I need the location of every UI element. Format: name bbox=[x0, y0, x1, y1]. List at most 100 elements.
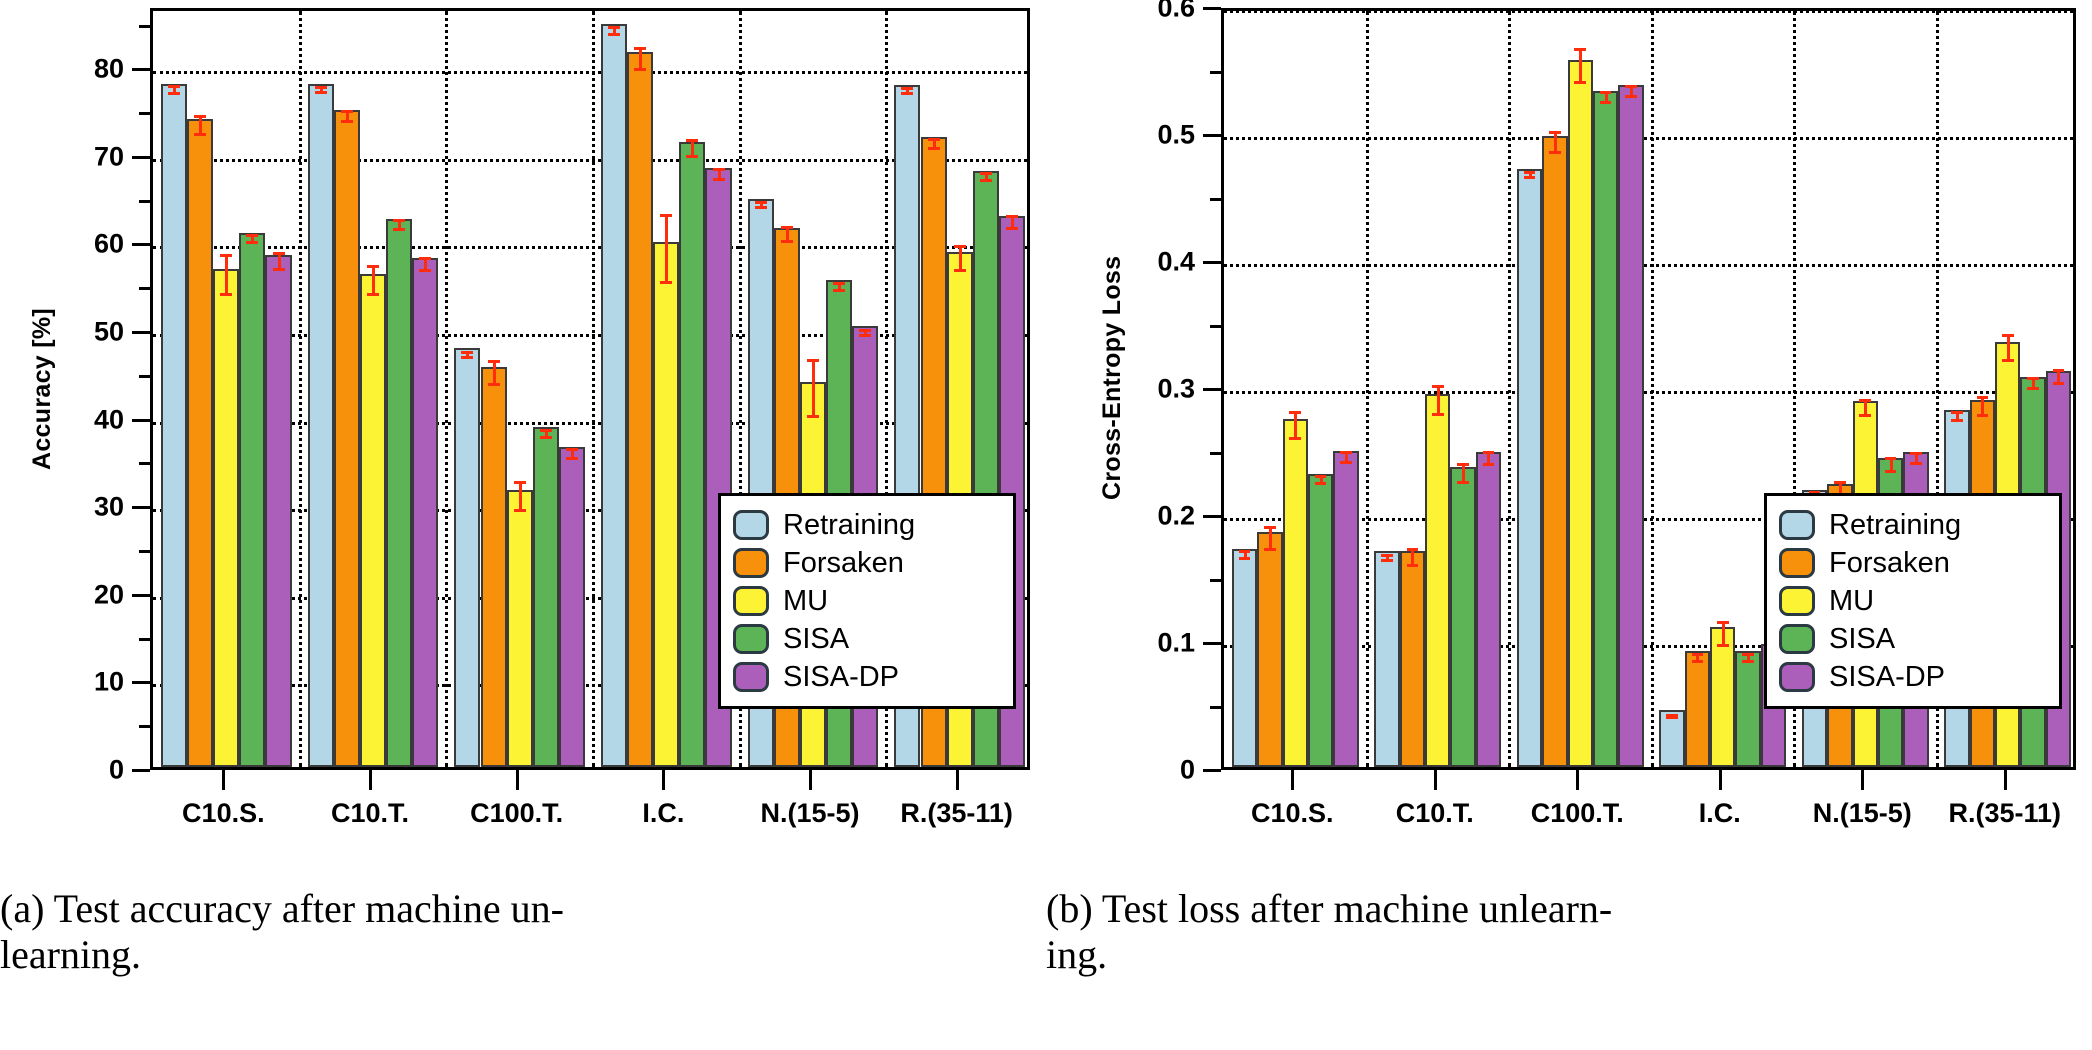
error-bar-cap-top bbox=[1666, 713, 1678, 717]
caption-a: (a) Test accuracy after machine un- lear… bbox=[0, 886, 1022, 979]
y-tick-label: 0.3 bbox=[1157, 373, 1195, 404]
error-bar-stem bbox=[1528, 172, 1532, 178]
y-tick-major bbox=[132, 243, 150, 247]
y-tick-label: 0.6 bbox=[1157, 0, 1195, 23]
error-bar-stem bbox=[1553, 131, 1557, 152]
error-bar-cap-top bbox=[927, 137, 940, 141]
error-bar-stem bbox=[1747, 653, 1751, 662]
error-bar-cap-top bbox=[2027, 377, 2039, 381]
error-bar-cap-top bbox=[1976, 396, 1989, 400]
error-bar-cap-bottom bbox=[1549, 150, 1561, 154]
error-bar-cap-bottom bbox=[1005, 227, 1018, 231]
error-bar-cap-bottom bbox=[927, 146, 940, 150]
y-tick-major bbox=[132, 418, 150, 422]
error-bar-cap-top bbox=[1834, 481, 1846, 485]
error-bar-cap-bottom bbox=[1457, 481, 1469, 485]
error-bar-cap-top bbox=[1742, 652, 1754, 656]
error-bar-cap-top bbox=[1340, 450, 1352, 454]
error-bar-cap-top bbox=[1457, 463, 1469, 467]
error-bar-cap-bottom bbox=[806, 414, 819, 418]
error-bar-cap-bottom bbox=[1574, 81, 1587, 85]
error-bar-stem bbox=[173, 86, 177, 94]
error-bar-cap-bottom bbox=[1482, 463, 1495, 467]
gridline-horizontal bbox=[153, 71, 1027, 75]
gridline-vertical bbox=[738, 11, 742, 767]
error-bar-cap-bottom bbox=[953, 269, 966, 273]
error-bar-cap-top bbox=[901, 87, 914, 91]
error-bar-cap-bottom bbox=[1406, 563, 1419, 567]
error-bar-cap-bottom bbox=[565, 456, 578, 460]
error-bar-stem bbox=[199, 116, 203, 134]
legend-label: SISA-DP bbox=[1829, 660, 1946, 693]
error-bar-cap-top bbox=[1264, 525, 1276, 529]
bar-sisa bbox=[239, 232, 266, 767]
error-bar-cap-bottom bbox=[754, 206, 767, 210]
error-bar-cap-top bbox=[194, 115, 207, 119]
error-bar-cap-bottom bbox=[1340, 460, 1352, 464]
error-bar-cap-bottom bbox=[513, 509, 526, 513]
bar-forsaken bbox=[480, 366, 507, 767]
bar-sisa-dp bbox=[558, 447, 585, 767]
gridline-horizontal bbox=[1224, 11, 2073, 13]
error-bar-stem bbox=[424, 257, 428, 271]
error-bar-cap-bottom bbox=[1716, 643, 1729, 647]
gridline-horizontal bbox=[1224, 264, 2073, 267]
bar-retraining bbox=[1374, 551, 1400, 767]
bar-forsaken bbox=[1399, 551, 1426, 767]
y-tick-minor bbox=[1210, 705, 1221, 709]
y-tick-label: 60 bbox=[93, 228, 124, 259]
y-tick-label: 0 bbox=[108, 754, 124, 785]
y-tick-major bbox=[1203, 515, 1221, 518]
y-tick-major bbox=[1203, 261, 1221, 264]
y-tick-label: 0.2 bbox=[1157, 500, 1195, 531]
y-tick-minor bbox=[1210, 197, 1221, 201]
error-bar-cap-top bbox=[272, 251, 285, 255]
bar-retraining bbox=[307, 83, 334, 767]
bar-sisa bbox=[1735, 651, 1761, 767]
legend-swatch-icon bbox=[1779, 548, 1815, 578]
y-tick-minor bbox=[139, 374, 150, 378]
legend-item: SISA bbox=[733, 620, 997, 658]
error-bar-stem bbox=[1914, 452, 1918, 464]
error-bar-cap-bottom bbox=[220, 292, 233, 296]
error-bar-cap-top bbox=[1574, 48, 1587, 52]
y-tick-major bbox=[132, 681, 150, 685]
error-bar-cap-top bbox=[1599, 91, 1612, 95]
legend-label: SISA-DP bbox=[783, 660, 900, 693]
bar-sisa bbox=[1592, 91, 1619, 767]
caption-b: (b) Test loss after machine unlearn- ing… bbox=[1046, 886, 2068, 979]
error-bar-cap-top bbox=[979, 172, 992, 176]
x-tick bbox=[1433, 770, 1437, 790]
error-bar-cap-bottom bbox=[2027, 387, 2039, 391]
error-bar-stem bbox=[1629, 85, 1633, 97]
y-tick-minor bbox=[1210, 451, 1221, 455]
gridline-horizontal bbox=[153, 421, 1027, 425]
error-bar-stem bbox=[1411, 549, 1415, 565]
x-tick-label: C10.T. bbox=[1395, 798, 1474, 828]
legend-swatch-icon bbox=[733, 548, 769, 578]
error-bar-cap-bottom bbox=[1951, 418, 1963, 422]
bar-retraining bbox=[601, 24, 628, 767]
y-tick-minor bbox=[1210, 578, 1221, 582]
error-bar-stem bbox=[1243, 550, 1247, 559]
error-bar-cap-bottom bbox=[712, 178, 725, 182]
y-tick-label: 80 bbox=[93, 53, 124, 84]
bar-forsaken bbox=[627, 52, 654, 767]
y-tick-label: 10 bbox=[93, 666, 124, 697]
gridline-vertical bbox=[1793, 11, 1796, 767]
error-bar-cap-bottom bbox=[2001, 359, 2014, 363]
error-bar-cap-top bbox=[1859, 398, 1872, 402]
error-bar-cap-top bbox=[1716, 620, 1729, 624]
error-bar-stem bbox=[785, 227, 789, 242]
legend-swatch-icon bbox=[733, 586, 769, 616]
bar-sisa bbox=[386, 218, 413, 767]
bar-retraining bbox=[1659, 709, 1685, 767]
legend-label: Forsaken bbox=[783, 546, 904, 579]
y-tick-label: 0 bbox=[1179, 754, 1195, 785]
legend-item: Retraining bbox=[1779, 506, 2043, 544]
error-bar-stem bbox=[1956, 412, 1960, 420]
error-bar-stem bbox=[906, 88, 910, 94]
error-bar-stem bbox=[613, 26, 617, 34]
bar-retraining bbox=[1231, 548, 1258, 767]
